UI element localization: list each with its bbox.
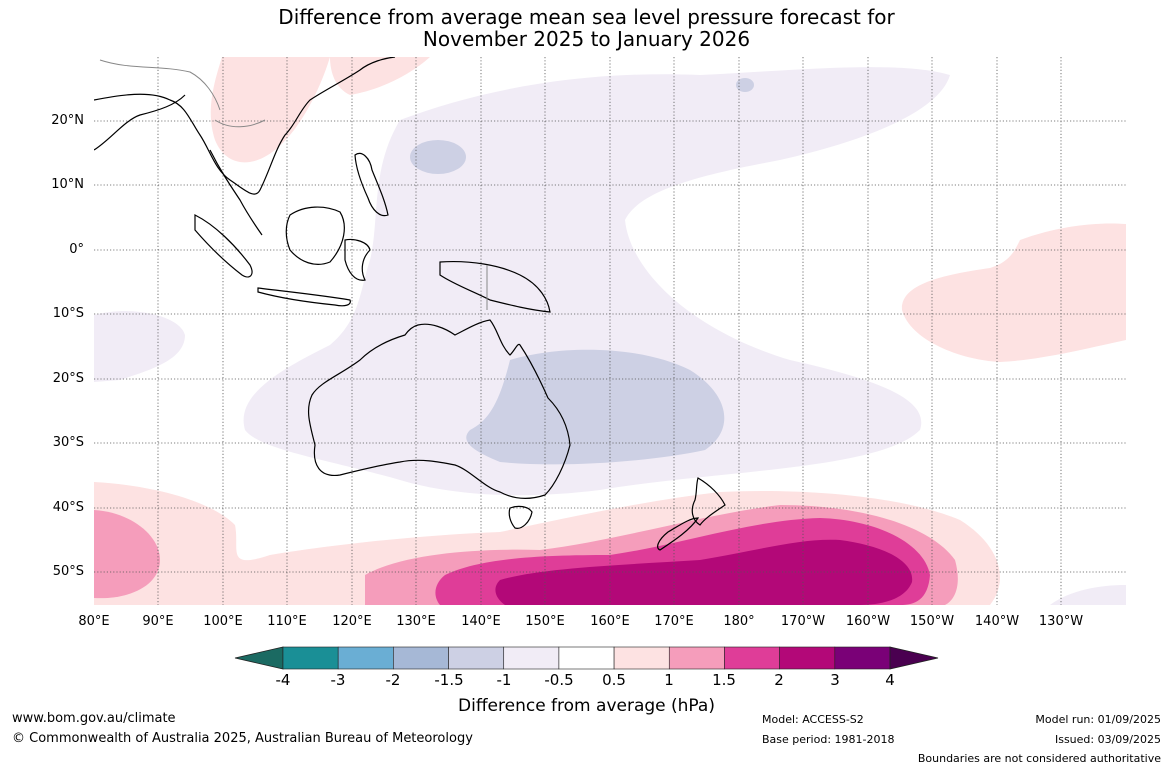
lat-label: 40°S: [52, 500, 84, 515]
philippines-coastline: [354, 152, 389, 217]
colorbar-tick-label: 1.5: [712, 671, 736, 689]
colorbar-box: [834, 646, 891, 670]
coastlines: [94, 57, 726, 551]
india-coastline: [94, 94, 186, 151]
website-link[interactable]: www.bom.gov.au/climate: [12, 711, 176, 726]
country-borders: [99, 59, 488, 310]
anomaly-region-negative-1c: [736, 78, 754, 92]
new-guinea-coastline: [439, 261, 551, 313]
lon-label: 160°W: [845, 614, 891, 629]
lat-label: 10°N: [51, 177, 84, 192]
australia-coastline: [307, 319, 571, 499]
anomaly-region-pink-pacific: [901, 223, 1126, 362]
lat-label: 0°: [69, 242, 84, 257]
issued-date: Issued: 03/09/2025: [1054, 733, 1161, 746]
colorbar-arrow-low: [234, 646, 284, 670]
anomaly-region-rose: [94, 510, 160, 599]
colorbar-box: [503, 646, 560, 670]
colorbar-box: [668, 646, 725, 670]
copyright-text: © Commonwealth of Australia 2025, Austra…: [12, 731, 473, 746]
colorbar-tick-label: -3: [330, 671, 346, 689]
boundaries-disclaimer: Boundaries are not considered authoritat…: [917, 752, 1161, 765]
sumatra-coastline: [194, 214, 253, 278]
anomaly-region-lavender-west: [94, 311, 185, 382]
colorbar-tick-label: 0.5: [602, 671, 626, 689]
lon-label: 90°E: [142, 614, 174, 629]
colorbar-tick-label: 2: [774, 671, 784, 689]
colorbar-tick-label: 1: [664, 671, 674, 689]
anomaly-fields: [94, 57, 1126, 605]
lon-label: 170°E: [654, 614, 694, 629]
colorbar-box: [282, 646, 339, 670]
colorbar-tick-label: -0.5: [544, 671, 574, 689]
borneo-coastline: [285, 206, 345, 265]
lon-label: 180°: [723, 614, 755, 629]
lat-label: 20°N: [51, 113, 84, 128]
lon-label: 130°W: [1038, 614, 1084, 629]
lon-label: 110°E: [267, 614, 307, 629]
lon-label: 130°E: [396, 614, 436, 629]
border-line: [214, 119, 266, 128]
colorbar-title: Difference from average (hPa): [458, 696, 715, 716]
colorbar-tick-label: -2: [385, 671, 401, 689]
lon-label: 170°W: [780, 614, 826, 629]
nz-north-island: [691, 477, 726, 526]
anomaly-region-lavender-se: [1050, 585, 1126, 605]
colorbar-tick-label: 3: [830, 671, 840, 689]
java-coastline: [257, 287, 351, 307]
model-name: Model: ACCESS-S2: [762, 713, 864, 726]
lon-label: 140°E: [461, 614, 501, 629]
indochina-coastline: [209, 149, 263, 236]
asia-coastline: [94, 57, 396, 195]
lat-label: 10°S: [52, 306, 84, 321]
lon-label: 150°W: [909, 614, 955, 629]
anomaly-region-pink-asia: [210, 57, 330, 163]
model-run-date: Model run: 01/09/2025: [1035, 713, 1161, 726]
anomaly-region-negative-1b: [410, 140, 466, 174]
lat-label: 30°S: [52, 435, 84, 450]
colorbar-arrow-high: [889, 646, 939, 670]
lon-label: 120°E: [332, 614, 372, 629]
border-line: [99, 59, 221, 111]
sulawesi-coastline: [344, 238, 371, 281]
graticule: [94, 57, 1126, 605]
lon-label: 80°E: [78, 614, 110, 629]
colorbar-box: [724, 646, 780, 670]
map-title-line-2: November 2025 to January 2026: [422, 27, 751, 51]
lon-label: 100°E: [203, 614, 243, 629]
base-period: Base period: 1981-2018: [762, 733, 895, 746]
colorbar-tick-label: -4: [275, 671, 291, 689]
colorbar-box: [448, 646, 505, 670]
colorbar-boxes: [234, 646, 939, 670]
map-title-line-1: Difference from average mean sea level p…: [278, 5, 895, 29]
lon-label: 140°W: [974, 614, 1020, 629]
anomaly-region-deep: [495, 539, 913, 605]
lat-label: 20°S: [52, 371, 84, 386]
anomaly-region-pink-ne: [330, 57, 430, 95]
colorbar-box: [558, 646, 615, 670]
lat-label: 50°S: [52, 564, 84, 579]
tasmania-coastline: [508, 505, 533, 529]
colorbar-box: [393, 646, 449, 670]
anomaly-region-lavender: [243, 67, 950, 496]
colorbar-box: [613, 646, 670, 670]
colorbar-box: [337, 646, 394, 670]
lon-label: 160°E: [590, 614, 630, 629]
lon-label: 150°E: [525, 614, 565, 629]
colorbar-tick-label: 4: [885, 671, 895, 689]
colorbar-box: [779, 646, 836, 670]
anomaly-region-negative-1: [466, 349, 725, 465]
nz-south-island: [657, 517, 700, 551]
colorbar-tick-label: -1.5: [434, 671, 464, 689]
colorbar-tick-label: -1: [496, 671, 512, 689]
